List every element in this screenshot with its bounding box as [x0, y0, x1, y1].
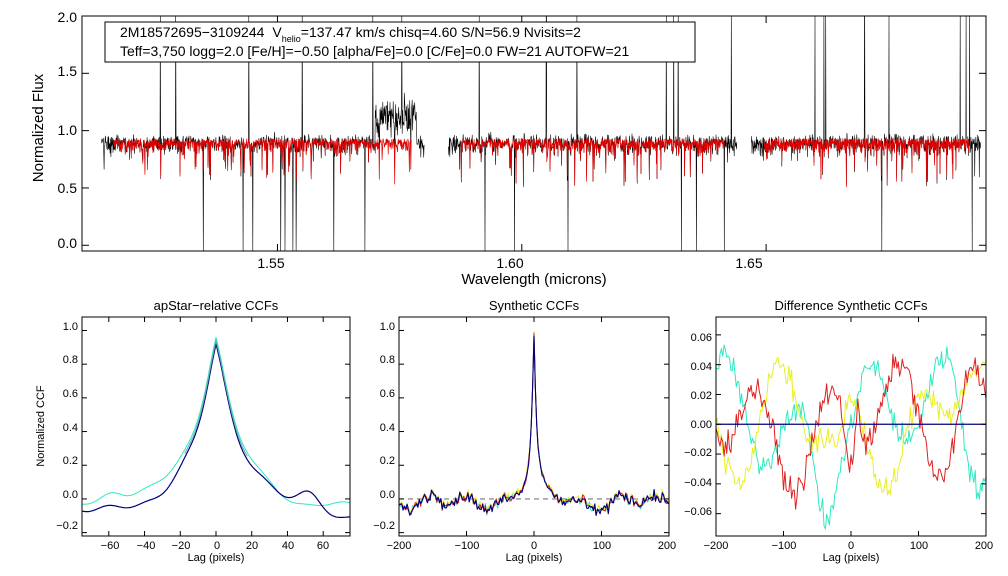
spectrum-panel: 0.0 0.5 1.0 1.5 2.0 1.55 1.60 1.65 Wavel…: [30, 9, 987, 288]
apstar-ccf-panel: apStar−relative CCFs −0.2 0.0 0.2 0.4 0.…: [35, 298, 351, 564]
spectrum-lines: [101, 15, 982, 252]
diff-ytick-label: 0.02: [691, 390, 712, 402]
spectrum-model-line: [460, 138, 725, 188]
diff-ccf-lines: [715, 344, 987, 530]
diff-ccf-visit3-line: [715, 353, 987, 510]
spectrum-observed-line: [101, 15, 425, 252]
diff-ccf-frame: [715, 316, 987, 537]
diff-ytick-label: −0.06: [684, 506, 712, 518]
apstar-xtick-label: 20: [246, 540, 258, 552]
diff-xtick-label: 100: [910, 540, 928, 552]
synthetic-ytick-label: 0.8: [380, 354, 395, 366]
apstar-ccf-ticks: [82, 317, 350, 536]
synthetic-xtick-label: −100: [455, 540, 480, 552]
apstar-ccf-visit2-line: [81, 336, 351, 506]
apstar-y-axis-label: Normalized CCF: [35, 385, 47, 467]
spectrum-frame: [81, 15, 987, 252]
diff-xtick-label: −100: [772, 540, 797, 552]
synthetic-ytick-label: 1.0: [380, 321, 395, 333]
diff-xtick-label: 200: [975, 540, 993, 552]
synthetic-x-axis-label: Lag (pixels): [506, 552, 563, 564]
diff-ccf-ticks: [715, 317, 987, 536]
apstar-ytick-label: 1.0: [63, 321, 78, 333]
apstar-ccf-title: apStar−relative CCFs: [154, 298, 279, 313]
star-id: 2M18572695−3109244: [120, 24, 265, 40]
diff-ytick-label: 0.00: [691, 419, 712, 431]
apstar-xtick-label: 40: [282, 540, 294, 552]
apstar-ccf-combined-line: [184, 340, 248, 457]
diff-ccf-visit1-line: [715, 344, 987, 530]
synthetic-ccf-ticks: [398, 317, 670, 536]
apstar-ytick-label: 0.4: [63, 422, 78, 434]
synthetic-ytick-label: −0.2: [373, 520, 395, 532]
diff-ytick-label: −0.04: [684, 477, 712, 489]
apstar-ccf-lines: [81, 336, 351, 519]
synthetic-ytick-label: 0.0: [380, 489, 395, 501]
info-line-1-values: =137.47 km/s chisq=4.60 S/N=56.9 Nvisits…: [301, 24, 581, 40]
apstar-ytick-label: 0.0: [63, 489, 78, 501]
spectrum-ytick-label: 2.0: [58, 9, 78, 25]
apstar-ccf-visit1-line: [81, 343, 351, 519]
synthetic-ccf-title: Synthetic CCFs: [489, 298, 580, 313]
spectrum-ytick-label: 1.5: [58, 63, 78, 79]
synthetic-xtick-label: 0: [531, 540, 537, 552]
synthetic-ytick-label: 0.6: [380, 388, 395, 400]
diff-x-axis-label: Lag (pixels): [823, 552, 880, 564]
diff-ccf-title: Difference Synthetic CCFs: [775, 298, 928, 313]
spectrum-xtick-label: 1.55: [257, 255, 284, 271]
spectrum-ytick-label: 0.5: [58, 180, 78, 196]
apstar-x-axis-label: Lag (pixels): [188, 552, 245, 564]
synthetic-xtick-label: 100: [593, 540, 611, 552]
spectrum-ytick-label: 0.0: [58, 235, 78, 251]
spectrum-y-axis-label: Normalized Flux: [30, 73, 47, 182]
apstar-ytick-label: 0.8: [63, 354, 78, 366]
spectrum-xtick-label: 1.65: [735, 255, 762, 271]
synthetic-ccf-visit2-line: [398, 331, 670, 513]
synthetic-ccf-combined-line: [398, 335, 670, 516]
spectrum-xtick-label: 1.60: [496, 255, 523, 271]
diff-ytick-label: −0.02: [684, 447, 712, 459]
spectrum-ytick-label: 1.0: [58, 122, 78, 138]
synthetic-xtick-label: 200: [658, 540, 676, 552]
spectrum-observed-line: [751, 15, 982, 252]
spectrum-x-axis-label: Wavelength (microns): [461, 271, 606, 288]
synthetic-ytick-label: 0.4: [380, 422, 395, 434]
spectrum-model-line: [113, 138, 412, 185]
apstar-xtick-label: 60: [317, 540, 329, 552]
synthetic-ccf-visit3-line: [398, 332, 670, 517]
synthetic-ccf-lines: [398, 331, 670, 517]
diff-ccf-visit2-line: [715, 356, 987, 496]
apstar-xtick-label: −40: [137, 540, 156, 552]
diff-ytick-label: 0.06: [691, 332, 712, 344]
info-box: [104, 21, 696, 63]
diff-xtick-label: 0: [848, 540, 854, 552]
apstar-xtick-label: 0: [214, 540, 220, 552]
apstar-ytick-label: −0.2: [56, 520, 78, 532]
synthetic-ytick-label: 0.2: [380, 455, 395, 467]
apstar-ytick-label: 0.6: [63, 388, 78, 400]
info-line-1: 2M18572695−3109244 Vhelio=137.47 km/s chi…: [120, 24, 581, 44]
diff-xtick-label: −200: [704, 540, 729, 552]
apstar-ccf-frame: [81, 316, 351, 537]
vhelio-subscript: helio: [282, 34, 301, 44]
info-line-2: Teff=3,750 logg=2.0 [Fe/H]=−0.50 [alpha/…: [120, 43, 629, 59]
vhelio-symbol: V: [272, 24, 282, 40]
synthetic-ccf-visit1-line: [398, 336, 670, 516]
diff-ytick-label: 0.04: [691, 361, 712, 373]
synthetic-xtick-label: −200: [387, 540, 412, 552]
spectrum-model-line: [763, 138, 970, 188]
apstar-xtick-label: −60: [101, 540, 120, 552]
apstar-xtick-label: −20: [172, 540, 191, 552]
apstar-ytick-label: 0.2: [63, 455, 78, 467]
diff-ccf-panel: Difference Synthetic CCFs −0.06 −0.04 −0…: [684, 298, 993, 564]
synthetic-ccf-panel: Synthetic CCFs −0.2 0.0 0.2 0.4 0.6 0.8 …: [373, 298, 676, 564]
